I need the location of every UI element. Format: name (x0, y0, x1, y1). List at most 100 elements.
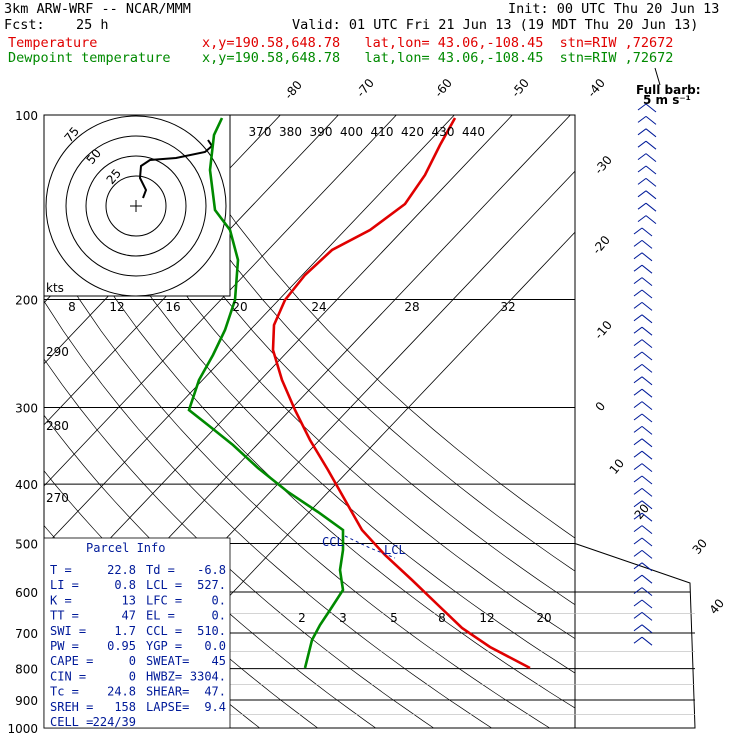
wind-barb (641, 227, 653, 237)
wind-barb (641, 463, 653, 472)
parcel-value: 24.8 (107, 685, 136, 699)
wind-barb (645, 202, 657, 212)
theta-label: 400 (340, 125, 363, 139)
theta-label: 440 (462, 125, 485, 139)
parcel-value: 9.4 (204, 700, 226, 714)
wind-barb-flag (633, 612, 643, 619)
wind-barb-flag (637, 140, 647, 148)
wind-barb (641, 599, 653, 609)
parcel-label: T = (50, 563, 72, 577)
skew-temp-label: -60 (432, 76, 455, 100)
isotherm-line (44, 115, 397, 487)
wind-barb-flag (633, 252, 643, 260)
parcel-label: YGP = (146, 639, 182, 653)
pressure-label-700: 700 (15, 627, 38, 641)
parcel-info-box (43, 537, 231, 729)
wind-barb-flag (637, 165, 647, 173)
parcel-value: 0 (129, 654, 136, 668)
wind-barb (641, 636, 653, 646)
dry-adiabat-label: 270 (46, 491, 69, 505)
parcel-label: LFC = (146, 593, 182, 607)
skew-temp-label: 10 (607, 456, 628, 477)
wind-barb-flag (633, 574, 643, 582)
temperature-curve (271, 117, 531, 670)
barb-legend-title: Full barb: (636, 83, 701, 97)
parcel-info-title: Parcel Info (86, 541, 165, 555)
wind-barb-flag (633, 587, 643, 594)
dry-adiabat (164, 115, 575, 539)
parcel-value: 13 (122, 593, 136, 607)
wind-barb-flag (637, 190, 647, 198)
mixing-ratio-label-low: 20 (536, 611, 551, 625)
theta-label: 410 (371, 125, 394, 139)
wind-barb-flag (637, 202, 647, 210)
mixing-ratio-label: 12 (109, 300, 124, 314)
hodograph-ring (105, 175, 167, 237)
parcel-value: 47 (122, 609, 136, 623)
hodograph-trace (138, 139, 214, 199)
wind-barb-flag (633, 624, 643, 632)
hodograph-ring (85, 155, 187, 257)
dry-adiabat (74, 115, 575, 640)
wind-barb-flag (633, 537, 643, 545)
mixing-ratio-label-low: 2 (298, 611, 306, 625)
parcel-label: CCL = (146, 624, 182, 638)
dewpoint-legend: Dewpoint temperature (8, 50, 171, 66)
model-title: 3km ARW-WRF -- NCAR/MMM (4, 1, 191, 17)
wind-barb (641, 500, 653, 510)
mixing-ratio-label-low: 3 (339, 611, 347, 625)
pressure-label-500: 500 (15, 537, 38, 551)
wind-barb (641, 587, 653, 596)
wind-barb (641, 574, 653, 584)
wind-barb-flag (633, 264, 643, 272)
parcel-label: TT = (50, 609, 79, 623)
forecast-label: Fcst: (4, 17, 45, 33)
wind-barb-flag (633, 562, 643, 570)
wind-barb-flag (633, 475, 643, 483)
parcel-label: PW = (50, 639, 79, 653)
wind-barb (641, 314, 653, 324)
hodograph-unit: kts (46, 281, 64, 295)
wind-barb-flag (633, 351, 643, 359)
wind-barb (641, 488, 653, 497)
wind-barb-flag (637, 128, 647, 136)
parcel-value: 510. (197, 624, 226, 638)
wind-barb (645, 153, 657, 162)
mixing-ratio-label: 8 (68, 300, 76, 314)
dry-adiabat-label: 280 (46, 419, 69, 433)
wind-barb-flag (633, 512, 643, 520)
theta-label: 430 (432, 125, 455, 139)
parcel-label: CELL = (50, 715, 93, 729)
skew-temp-label: -10 (592, 318, 615, 342)
temperature-station-info: x,y=190.58,648.78 lat,lon= 43.06,-108.45… (202, 35, 674, 51)
parcel-value: 1.7 (114, 624, 136, 638)
wind-barb-flag (633, 314, 643, 322)
wind-barb (641, 537, 653, 547)
parcel-label: EL = (146, 609, 175, 623)
mixing-ratio-label: 32 (500, 300, 515, 314)
wind-barb (641, 264, 653, 274)
barb-legend-staff (654, 67, 661, 86)
wind-barb-flag (633, 599, 643, 607)
pressure-label-600: 600 (15, 586, 38, 600)
wind-barb-flag (633, 487, 643, 495)
forecast-hour: 25 h (76, 17, 109, 33)
pressure-label-300: 300 (15, 401, 38, 415)
parcel-value: 45 (212, 654, 226, 668)
wind-barb (641, 426, 653, 435)
wind-barb (641, 339, 653, 348)
barb-legend-unit: 5 m s⁻¹ (643, 93, 691, 107)
wind-barb-flag (633, 413, 643, 421)
pressure-label-400: 400 (15, 478, 38, 492)
wind-barb-flag (633, 289, 643, 297)
wind-barb (641, 351, 653, 361)
parcel-value: 47. (204, 685, 226, 699)
wind-barb-flag (633, 438, 643, 446)
wind-barb-flag (633, 450, 643, 458)
wind-barb-flag (633, 500, 643, 508)
parcel-value: 3304. (190, 669, 226, 683)
skew-temp-label: 40 (707, 596, 728, 617)
wind-barb (641, 388, 653, 398)
parcel-value: 0 (129, 669, 136, 683)
